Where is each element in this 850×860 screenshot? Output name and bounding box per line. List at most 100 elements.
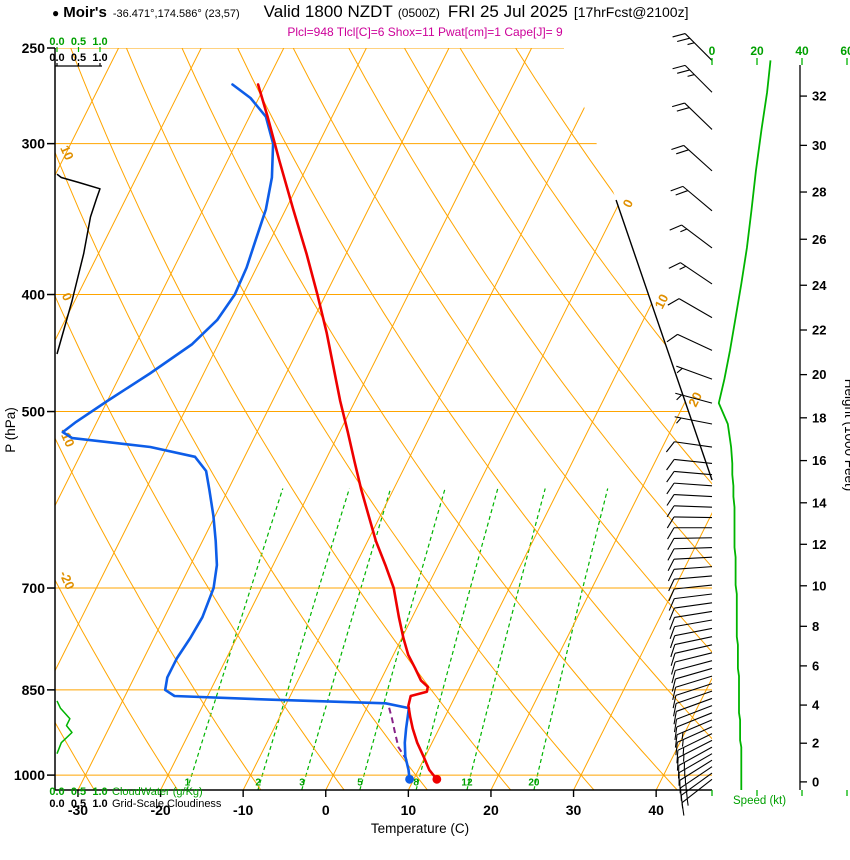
station-coordinates: -36.471°,174.586° (23,57) (112, 8, 240, 20)
isotherm-line (160, 48, 533, 790)
barb-staff (684, 64, 713, 93)
barb-feather (666, 516, 675, 529)
wind-barb (670, 185, 713, 212)
speed-axis-title: Speed (kt) (733, 795, 786, 807)
barb-feather (675, 190, 689, 196)
speed-tick-label: 20 (750, 44, 764, 58)
dry-adiabat-line (70, 48, 512, 790)
wind-panel (665, 33, 772, 816)
cloudiness-scale-label-bottom: 0.5 (71, 798, 86, 810)
height-tick-label: 26 (812, 232, 826, 247)
dry-adiabat-line (403, 48, 712, 790)
valid-zulu-time: (0500Z) (397, 6, 440, 20)
pressure-tick-label: 300 (22, 136, 46, 152)
barb-feather (673, 711, 677, 725)
height-tick-label: 0 (812, 774, 819, 789)
isotherm-label: 20 (685, 390, 705, 410)
barb-staff (683, 145, 713, 172)
barb-staff (673, 537, 713, 539)
wind-barb (666, 494, 713, 506)
wind-barb (672, 64, 713, 93)
barb-half-feather (681, 732, 684, 740)
wind-barb (666, 516, 713, 529)
barb-feather (671, 678, 677, 692)
temperature-tick-label: 20 (483, 802, 499, 818)
dry-adiabat-line (125, 48, 595, 790)
wind-barb (668, 575, 713, 592)
isotherm-line (55, 48, 367, 790)
barb-feather (676, 750, 679, 764)
barb-feather (673, 703, 677, 717)
wind-barb (665, 441, 713, 453)
wind-barb (681, 778, 713, 816)
barb-staff (674, 575, 713, 580)
height-tick-label: 2 (812, 736, 819, 751)
dewpoint-curve (61, 83, 411, 781)
barb-feather (667, 527, 675, 540)
barb-staff (674, 610, 713, 618)
height-tick-label: 4 (812, 698, 820, 713)
wind-barb (671, 660, 713, 684)
adiabat-label: -20 (56, 569, 77, 592)
cloudiness-scale-label-bottom: 1.0 (92, 798, 107, 810)
barb-feather (668, 588, 675, 602)
barb-feather (674, 734, 678, 748)
barb-feather (672, 64, 686, 70)
wind-barb (676, 739, 713, 771)
height-tick-label: 12 (812, 537, 826, 552)
wind-barb (668, 584, 713, 602)
temperature-curve (256, 83, 439, 781)
wind-barb (667, 298, 713, 319)
wind-barb (670, 644, 713, 666)
station-name: Moir's (63, 4, 107, 21)
cloudwater-scale-label-bottom: 0.0 (49, 786, 64, 798)
barb-staff (674, 619, 713, 628)
barb-feather (666, 494, 675, 506)
barb-staff (674, 644, 713, 654)
barb-feather (670, 185, 684, 192)
barb-staff (684, 102, 713, 130)
wind-barb (668, 593, 713, 611)
barb-feather (671, 144, 684, 150)
barb-staff (678, 298, 713, 319)
wind-barb (667, 527, 712, 540)
wind-barb (673, 690, 713, 717)
barb-feather (666, 459, 675, 471)
dry-adiabat-line (55, 48, 262, 790)
barb-feather (672, 102, 685, 108)
forecast-hour: [17hrFcst@2100z] (573, 4, 689, 20)
barb-staff (677, 333, 713, 351)
barb-feather (666, 482, 675, 495)
skewt-grid (55, 48, 712, 790)
cloudwater-scale-label: 0.5 (71, 36, 86, 48)
mixing-ratio-line (466, 488, 546, 790)
height-tick-label: 10 (812, 578, 826, 593)
barb-half-feather (687, 74, 695, 77)
barb-staff (674, 470, 713, 476)
cloudwater-scale-label: 1.0 (92, 36, 107, 48)
isotherm-line (325, 48, 698, 790)
wind-barb (669, 627, 713, 649)
height-tick-label: 6 (812, 658, 819, 673)
dry-adiabat-line (55, 48, 429, 790)
height-tick-label: 8 (812, 619, 819, 634)
barb-feather (667, 558, 675, 571)
wind-barb (670, 636, 713, 658)
barb-feather (668, 262, 681, 269)
temperature-axis-title: Temperature (C) (371, 821, 469, 836)
wind-barb (676, 365, 713, 380)
wind-barb (674, 712, 713, 740)
wind-barb (675, 392, 713, 404)
mixing-ratio-label: 5 (357, 778, 363, 789)
height-tick-label: 22 (812, 323, 826, 338)
barb-staff (674, 566, 713, 570)
barb-staff (675, 683, 713, 696)
barb-staff (675, 675, 713, 688)
barb-feather (667, 548, 675, 561)
barb-half-feather (681, 739, 684, 747)
height-tick-label: 20 (812, 367, 826, 382)
barb-staff (674, 593, 713, 600)
isotherm-line (490, 48, 712, 790)
barb-half-feather (679, 265, 687, 270)
isotherm-line (573, 48, 712, 790)
